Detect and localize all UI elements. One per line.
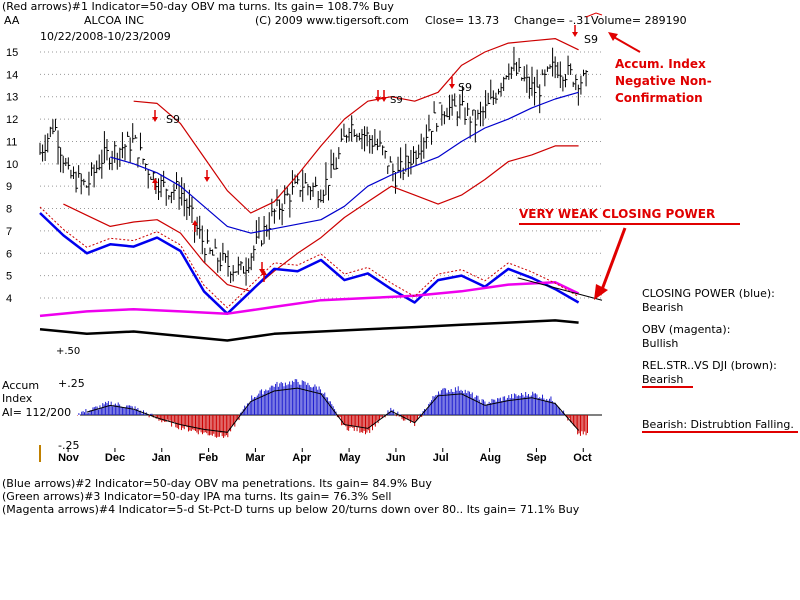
closing-power-line [39,212,580,315]
obv-line [39,281,580,318]
sell-arrowhead [449,84,455,89]
price-tick-label: 10 [6,159,18,171]
header-indicator-line: (Red arrows)#1 Indicator=50-day OBV ma t… [2,0,394,13]
price-tick-label: 8 [6,204,12,216]
weak-closing-arrow [598,227,627,296]
month-tick-label: Apr [292,452,312,464]
cp-label: CLOSING POWER (blue): [642,287,775,300]
s9-label-1: S9 [166,113,180,126]
accum-index-histogram [76,379,602,438]
accum-plus25: +.25 [58,377,85,390]
month-tick-label: Nov [58,452,80,464]
price-tick-label: 5 [6,271,12,283]
price-tick-label: 15 [6,47,18,59]
month-tick-label: Mar [245,452,265,464]
top-marker [585,12,603,18]
accum-note-2: Negative Non- [615,74,712,88]
ai-value: AI= 112/200 [2,406,72,419]
accum-title-1: Accum [2,379,40,392]
date-range: 10/22/2008-10/23/2009 [40,30,171,43]
sell-arrowhead [259,269,265,274]
indicator-lines [39,37,603,342]
month-tick-label: Jun [386,452,406,464]
gridlines [40,51,602,299]
sell-arrowhead [204,177,210,182]
sell-arrowhead [375,97,381,102]
price-tick-label: 11 [6,136,17,148]
price-tick-label: 14 [6,69,18,81]
buy-arrowhead [261,270,267,275]
month-tick-label: Sep [526,452,546,464]
accum-ma-line [86,387,579,433]
accum-note-arrowhead [608,32,618,41]
footer-line-3: (Green arrows)#3 Indicator=50-day IPA ma… [2,490,392,503]
obv-label: OBV (magenta): [642,323,731,336]
copyright: (C) 2009 www.tigersoft.com [255,14,409,27]
month-axis: Nov Dec Jan Feb Mar Apr May Jun Jul Aug Sep Oct [39,445,592,464]
ticker: AA [4,14,20,27]
cp-value: Bearish [642,301,684,314]
close-value: Close= 13.73 [425,14,500,27]
s9-label-3: S9 [458,81,472,94]
moving-average-line [110,91,579,234]
company-name: ALCOA INC [84,14,144,27]
closing-power-ma-line [39,206,579,309]
accum-note-3: Confirmation [615,91,703,105]
sell-arrowhead [152,117,158,122]
month-tick-label: Jan [152,452,171,464]
weak-closing-note: VERY WEAK CLOSING POWER [519,207,716,221]
footer-line-2: (Blue arrows)#2 Indicator=50-day OBV ma … [2,477,432,490]
month-tick-label: Feb [199,452,219,464]
weak-closing-arrowhead [594,284,608,300]
footer-line-4: (Magenta arrows)#4 Indicator=5-d St-Pct-… [2,503,580,516]
accum-title-2: Index [2,392,33,405]
price-tick-label: 7 [6,226,12,238]
lower-band-line [63,145,579,292]
upper-band-line [133,37,579,214]
rel-label: REL.STR..VS DJI (brown): [642,359,777,372]
price-axis: 15 14 13 12 11 10 9 8 7 6 5 4 [6,47,18,305]
price-tick-label: 12 [6,114,18,126]
sell-arrowhead [381,97,387,102]
plus50-label: +.50 [56,346,81,357]
price-tick-label: 6 [6,248,12,260]
obv-value: Bullish [642,337,679,350]
month-tick-label: May [339,452,361,464]
volume-value: Volume= 289190 [591,14,687,27]
accum-note-1: Accum. Index [615,57,706,71]
month-tick-label: Oct [573,452,592,464]
s9-label-2: S9 [390,95,403,106]
buy-arrowhead [152,178,158,183]
rel-strength-line [39,319,579,342]
accum-value: Bearish: Distrubtion Falling. [642,418,798,433]
change-value: Change= -.31 [514,14,591,27]
closing-power-trendline [517,277,603,301]
rel-value: Bearish [642,373,694,388]
price-tick-label: 4 [6,293,12,305]
month-tick-label: Dec [105,452,125,464]
buy-arrowhead [192,220,198,225]
price-bars [39,46,589,286]
price-tick-label: 9 [6,181,12,193]
month-tick-label: Jul [433,452,449,464]
sell-arrowhead [572,32,578,37]
price-tick-label: 13 [6,92,18,104]
month-tick-label: Aug [480,452,501,464]
s9-label-4: S9 [584,33,598,46]
annotation-arrows [152,12,740,300]
accum-note-arrow [611,35,641,53]
accum-minus25: -.25 [58,439,80,452]
